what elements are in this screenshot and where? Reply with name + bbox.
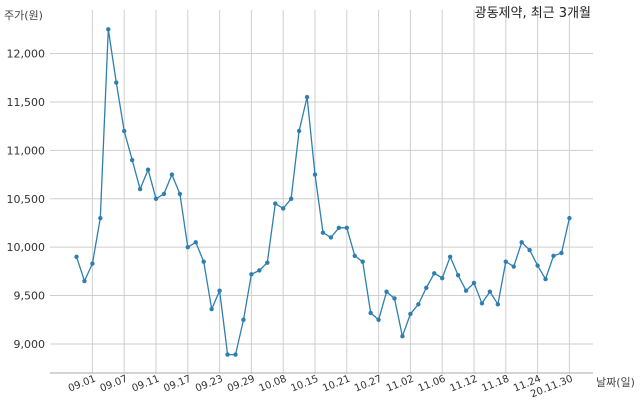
x-tick-label: 09.01 [67, 374, 98, 395]
data-point [193, 240, 198, 245]
data-point [281, 206, 286, 211]
data-point [360, 259, 365, 264]
data-point [543, 276, 548, 282]
data-point [511, 264, 516, 269]
data-point [551, 253, 556, 259]
x-tick-label: 09.11 [130, 374, 161, 395]
data-point [185, 244, 190, 250]
data-point [527, 247, 532, 253]
data-point [304, 94, 310, 100]
data-point [320, 230, 326, 235]
data-point [296, 128, 302, 134]
data-point [463, 288, 469, 293]
data-point [241, 317, 246, 322]
data-point [384, 289, 389, 294]
data-point [257, 268, 262, 273]
data-point [217, 288, 222, 293]
data-point [273, 201, 278, 206]
x-tick-label: 10.15 [289, 374, 320, 395]
data-point [328, 235, 334, 240]
data-point [567, 215, 572, 221]
data-point [201, 259, 206, 264]
data-point [288, 196, 294, 201]
y-tick-label: 11,500 [7, 96, 46, 109]
data-point [416, 302, 421, 307]
y-tick-label: 12,000 [7, 48, 46, 61]
x-tick-label: 10.08 [258, 374, 289, 395]
vertical-gridlines [91, 10, 570, 373]
x-tick-label: 11.02 [385, 374, 416, 395]
data-point [153, 196, 159, 201]
x-axis-label: 날짜(일) [596, 375, 635, 389]
x-tick-labels: 09.01 09.07 09.11 09.17 09.23 09.29 10.08 10.15… [67, 374, 575, 401]
data-point [503, 259, 508, 264]
price-line [75, 29, 571, 356]
data-point [368, 310, 373, 316]
data-point [312, 172, 318, 177]
x-tick-label: 10.21 [321, 374, 352, 395]
data-point [161, 191, 167, 197]
data-point [209, 306, 214, 312]
y-tick-label: 9,500 [14, 290, 46, 303]
data-point [432, 271, 437, 276]
data-point [519, 240, 524, 245]
y-tick-label: 10,500 [7, 193, 46, 206]
data-point [487, 289, 493, 294]
y-tick-label: 9,000 [14, 338, 46, 351]
data-point [471, 280, 477, 286]
x-tick-label: 09.29 [226, 374, 257, 395]
data-point [114, 80, 119, 85]
y-tick-labels: 9,000 9,500 10,000 10,500 11,000 11,500 12,000 [7, 48, 46, 351]
y-tick-label: 10,000 [7, 241, 46, 254]
data-point [352, 253, 357, 259]
data-point [424, 285, 429, 291]
data-point [440, 275, 445, 281]
data-point [98, 215, 103, 221]
data-point [535, 263, 540, 268]
y-axis-label: 주가(원) [4, 9, 43, 22]
data-point [129, 157, 135, 163]
data-point [447, 254, 453, 260]
data-point [225, 352, 230, 357]
data-point [408, 311, 413, 317]
data-point [455, 273, 461, 278]
data-point [233, 352, 238, 357]
x-tick-label: 10.27 [353, 374, 384, 395]
data-point [392, 296, 397, 301]
data-point [336, 225, 342, 230]
data-point [265, 260, 270, 265]
price-points [74, 27, 572, 357]
data-point [145, 167, 151, 172]
data-point [249, 272, 254, 277]
data-point [376, 317, 381, 322]
y-tick-label: 11,000 [7, 144, 46, 157]
horizontal-gridlines [50, 53, 593, 345]
data-point [82, 278, 87, 284]
x-tick-label: 09.17 [162, 374, 193, 395]
data-point [90, 261, 95, 266]
x-tick-label: 09.07 [99, 374, 130, 395]
x-tick-label: 09.23 [194, 374, 225, 395]
x-tick-label: 11.06 [417, 374, 448, 395]
data-point [106, 27, 111, 32]
data-point [400, 334, 405, 339]
data-point [479, 301, 485, 306]
data-point [169, 172, 175, 177]
data-point [74, 254, 79, 260]
data-point [137, 186, 143, 192]
data-point [344, 225, 349, 230]
chart-title: 광동제약, 최근 3개월 [475, 6, 591, 21]
data-point [177, 191, 183, 197]
data-point [559, 250, 564, 256]
x-tick-label: 11.18 [480, 374, 511, 395]
data-point [495, 302, 501, 307]
x-tick-label: 11.12 [448, 374, 479, 395]
data-point [122, 128, 127, 134]
